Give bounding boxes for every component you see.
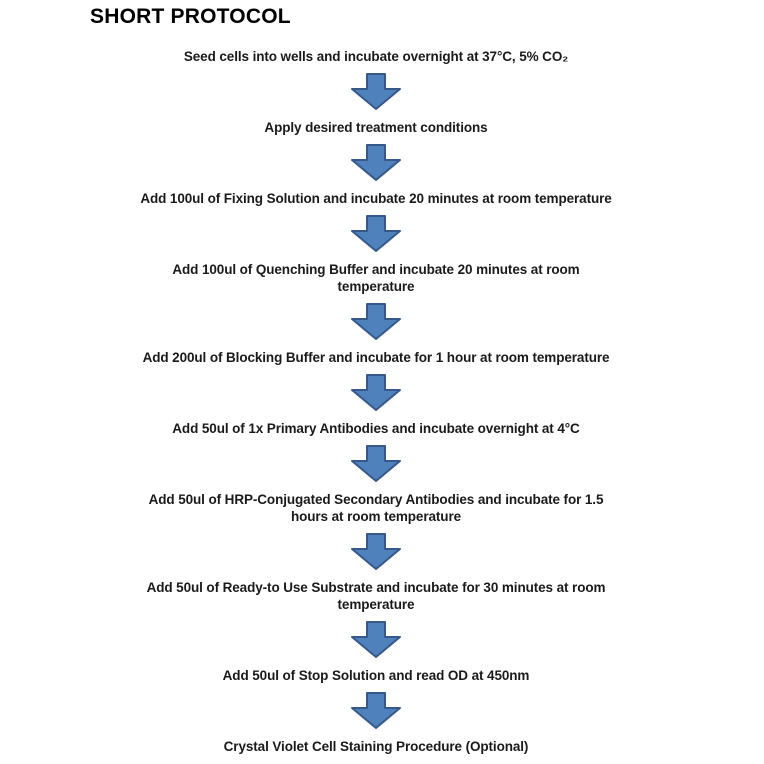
down-arrow-icon (351, 621, 401, 658)
page-title: SHORT PROTOCOL (90, 5, 291, 28)
step-text-5: Add 200ul of Blocking Buffer and incubat… (142, 350, 610, 365)
step-text-10: Crystal Violet Cell Staining Procedure (… (223, 739, 529, 754)
down-arrow-icon (351, 144, 401, 181)
down-arrow-icon (351, 374, 401, 411)
down-arrow-icon (351, 73, 401, 110)
down-arrow-icon (351, 445, 401, 482)
step-text-3: Add 100ul of Fixing Solution and incubat… (140, 191, 612, 206)
step-text-6: Add 50ul of 1x Primary Antibodies and in… (172, 421, 580, 436)
protocol-flowchart: SHORT PROTOCOL Seed cells into wells and… (90, 5, 612, 754)
step-text-2: Apply desired treatment conditions (264, 120, 488, 135)
step-text-8: Add 50ul of Ready-to Use Substrate and i… (146, 580, 606, 612)
step-text-1: Seed cells into wells and incubate overn… (183, 49, 569, 64)
step-text-7: Add 50ul of HRP-Conjugated Secondary Ant… (148, 492, 604, 524)
step-text-4: Add 100ul of Quenching Buffer and incuba… (172, 262, 580, 294)
down-arrow-icon (351, 303, 401, 340)
down-arrow-icon (351, 215, 401, 252)
down-arrow-icon (351, 692, 401, 729)
step-text-9: Add 50ul of Stop Solution and read OD at… (222, 668, 530, 683)
down-arrow-icon (351, 533, 401, 570)
